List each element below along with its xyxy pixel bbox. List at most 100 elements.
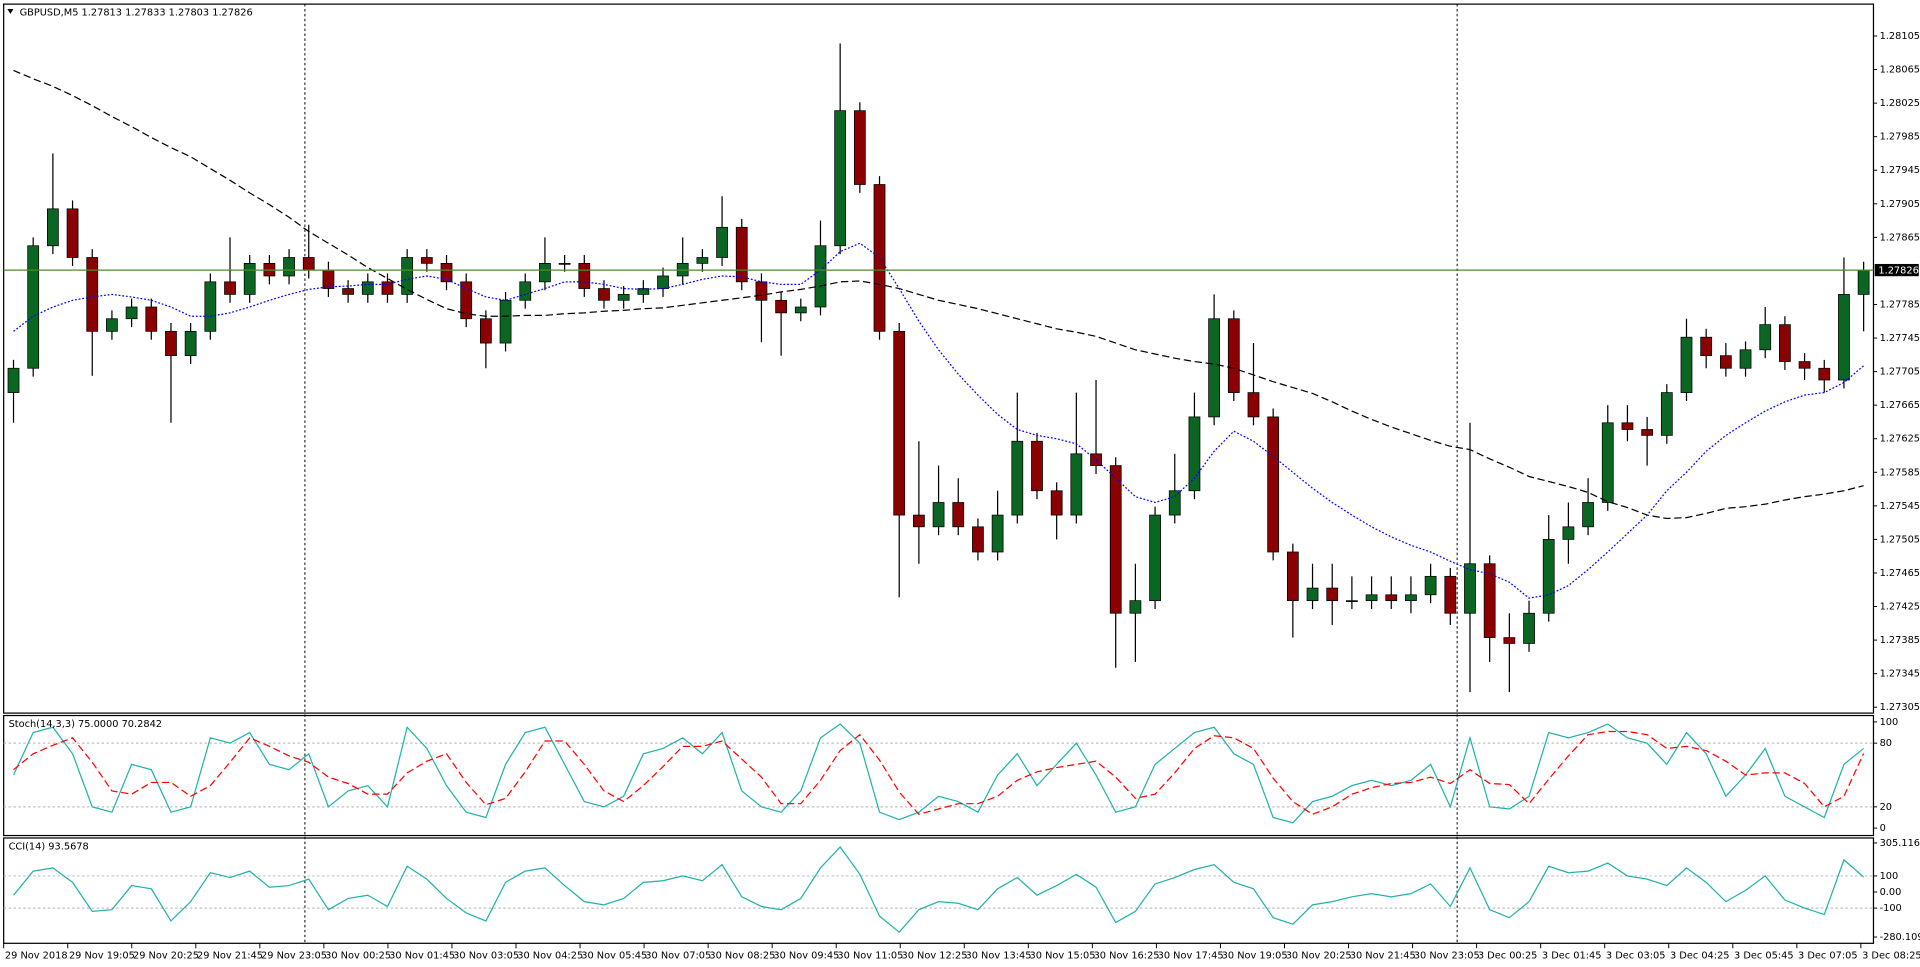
x-tick-label: 29 Nov 2018 — [5, 951, 68, 962]
x-tick-label: 3 Dec 03:05 — [1606, 951, 1666, 962]
y-tick-label: 100 — [1880, 871, 1899, 882]
candle-body — [106, 318, 118, 332]
y-tick-label: 0 — [1880, 823, 1886, 834]
x-tick-label: 3 Dec 01:45 — [1542, 951, 1602, 962]
candle-body — [66, 208, 79, 258]
candle-body — [1247, 392, 1260, 418]
indicator-line — [13, 69, 1864, 520]
candle-body — [853, 110, 866, 185]
y-tick-label: 1.27385 — [1880, 635, 1920, 646]
candle-body — [578, 263, 591, 289]
y-tick-label: 1.27905 — [1880, 199, 1920, 210]
candle-body — [1719, 355, 1732, 369]
candle-body — [342, 288, 354, 295]
candle-body — [1070, 453, 1083, 516]
y-tick-label: 1.27545 — [1880, 501, 1920, 512]
candle-body — [224, 281, 236, 295]
x-tick-label: 30 Nov 01:45 — [389, 951, 455, 962]
candle-body — [283, 257, 295, 277]
symbol-menu-arrow[interactable] — [7, 9, 14, 14]
x-tick-label: 30 Nov 00:25 — [325, 951, 391, 962]
indicator-line — [13, 730, 1865, 815]
cci-panel — [3, 837, 1875, 944]
candle-body — [1601, 422, 1614, 503]
candle-body — [1838, 294, 1850, 381]
candle-body — [27, 245, 40, 369]
candle-body — [204, 281, 217, 332]
candle-body — [1405, 594, 1417, 602]
candle-body — [86, 257, 99, 332]
candle-body — [381, 281, 394, 295]
indicator-line — [13, 846, 1865, 934]
indicator-line — [12, 723, 1865, 824]
candle-body — [420, 257, 433, 264]
y-tick-label: 1.28025 — [1880, 98, 1920, 109]
candle-body — [1031, 440, 1043, 492]
candle-body — [1641, 429, 1654, 436]
candle-body — [322, 269, 335, 289]
candle-body — [834, 110, 847, 247]
candle-body — [716, 226, 728, 258]
candle-body — [539, 263, 551, 283]
candle-body — [1483, 563, 1496, 638]
candle-body — [1346, 600, 1358, 603]
y-tick-label: 1.27865 — [1880, 232, 1920, 243]
candle-body — [125, 306, 138, 320]
x-tick-label: 30 Nov 23:05 — [1414, 951, 1480, 962]
candle-body — [1700, 336, 1713, 357]
y-tick-label: 1.27345 — [1880, 669, 1920, 680]
candle-body — [1798, 361, 1811, 369]
x-tick-label: 30 Nov 07:05 — [645, 951, 711, 962]
x-tick-label: 3 Dec 05:45 — [1734, 951, 1794, 962]
x-tick-label: 30 Nov 04:25 — [517, 951, 583, 962]
candle-body — [972, 526, 984, 553]
candle-body — [1267, 416, 1280, 553]
candle-body — [1779, 324, 1791, 362]
candle-body — [814, 245, 827, 308]
candle-body — [401, 257, 414, 295]
candle-body — [1660, 392, 1673, 436]
x-tick-label: 30 Nov 09:45 — [773, 951, 839, 962]
candle-body — [1365, 594, 1378, 602]
candle-body — [952, 502, 965, 528]
y-tick-label: 1.27945 — [1880, 165, 1920, 176]
x-tick-label: 30 Nov 12:25 — [901, 951, 967, 962]
x-tick-label: 30 Nov 05:45 — [581, 951, 647, 962]
y-tick-label: 1.28105 — [1880, 31, 1920, 42]
candle-body — [1168, 490, 1181, 516]
y-tick-label: 100 — [1880, 717, 1899, 728]
current-price-box — [1874, 263, 1919, 277]
y-tick-label: 1.27505 — [1880, 534, 1920, 545]
candle-body — [1286, 551, 1299, 602]
x-tick-label: 3 Dec 08:25 — [1862, 951, 1920, 962]
candle-body — [165, 330, 177, 357]
x-tick-label: 29 Nov 19:05 — [69, 951, 135, 962]
candle-body — [1444, 575, 1457, 614]
x-tick-label: 30 Nov 21:45 — [1350, 951, 1416, 962]
y-tick-label: 1.27305 — [1880, 702, 1920, 713]
candle-body — [1149, 514, 1161, 602]
candle-body — [637, 288, 650, 295]
y-tick-label: -100 — [1880, 903, 1902, 914]
candle-body — [1680, 336, 1693, 393]
candle-body — [184, 330, 197, 357]
x-tick-label: 3 Dec 04:25 — [1670, 951, 1730, 962]
y-tick-label: -280.1094 — [1880, 932, 1920, 943]
candle-body — [755, 281, 768, 301]
y-tick-label: 1.27785 — [1880, 299, 1920, 310]
candle-body — [1424, 575, 1437, 596]
candle-body — [1188, 416, 1201, 492]
x-tick-label: 29 Nov 20:25 — [133, 951, 199, 962]
y-tick-label: 1.27585 — [1880, 467, 1920, 478]
x-tick-label: 30 Nov 15:05 — [1030, 951, 1096, 962]
candle-body — [1562, 526, 1575, 540]
y-tick-label: 1.27465 — [1880, 568, 1920, 579]
candle-body — [499, 299, 512, 344]
y-tick-label: 0.00 — [1880, 887, 1902, 898]
candle-body — [440, 263, 453, 283]
panel-title: Stoch(14,3,3) 75.0000 70.2842 — [9, 719, 162, 730]
candle-body — [460, 281, 473, 320]
y-tick-label: 1.28065 — [1880, 65, 1920, 76]
